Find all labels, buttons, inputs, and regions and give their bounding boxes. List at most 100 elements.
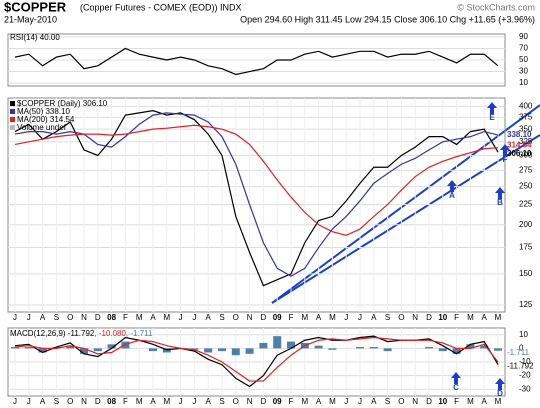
x-tick-label: A xyxy=(40,313,46,322)
histogram-bar xyxy=(24,347,33,349)
arrow xyxy=(447,180,457,192)
legend-entry: , -10.080 xyxy=(94,329,126,338)
y-tick-label: 400 xyxy=(519,101,533,110)
histogram-bar xyxy=(425,347,433,349)
annotation: F xyxy=(503,155,508,164)
x-tick-label: F xyxy=(123,397,128,406)
x-tick-label: J xyxy=(27,313,31,322)
legend-entry: MA(50) 338.10 xyxy=(17,107,70,116)
price-tag: 314.54 xyxy=(507,141,532,150)
histogram-bar xyxy=(38,348,47,353)
x-tick-label: O xyxy=(233,397,239,406)
x-tick-label: M xyxy=(329,313,336,322)
x-tick-label: J xyxy=(192,397,196,406)
quote: Open 294.60 High 311.45 Low 294.15 Close… xyxy=(240,14,535,24)
histogram-bar xyxy=(328,348,337,350)
annotation: D xyxy=(497,389,503,398)
y-tick-label: 125 xyxy=(519,300,533,309)
arrow xyxy=(495,187,505,199)
x-tick-label: F xyxy=(289,313,294,322)
y-tick-label: 10 xyxy=(519,330,528,339)
histogram-bar xyxy=(218,348,226,352)
x-tick-label: N xyxy=(412,397,418,406)
x-tick-label: O xyxy=(233,313,239,322)
x-tick-label: N xyxy=(247,397,253,406)
arrow xyxy=(451,372,461,384)
legend-swatch xyxy=(10,117,15,122)
y-tick-label: 150 xyxy=(519,269,533,278)
x-tick-label: M xyxy=(163,313,170,322)
histogram-bar xyxy=(438,348,447,352)
histogram-bar xyxy=(314,345,323,349)
histogram-bar xyxy=(107,344,116,349)
y-tick-label: 70 xyxy=(519,44,528,53)
date: 21-May-2010 xyxy=(4,14,57,24)
x-tick-label: J xyxy=(344,313,348,322)
x-tick-label: A xyxy=(206,313,212,322)
y-tick-label: 0 xyxy=(519,344,524,353)
x-tick-label: J xyxy=(13,313,17,322)
x-tick-label: J xyxy=(179,313,183,322)
x-tick-label: O xyxy=(67,313,73,322)
x-tick-label: F xyxy=(454,397,459,406)
y-tick-label: 325 xyxy=(519,137,533,146)
histogram-bar xyxy=(273,336,282,349)
x-tick-label: A xyxy=(371,397,377,406)
y-tick-label: 350 xyxy=(519,124,533,133)
x-tick-label: J xyxy=(344,397,348,406)
price-tag: 306.10 xyxy=(507,149,532,158)
x-tick-label: S xyxy=(219,313,224,322)
legend-swatch xyxy=(10,125,15,130)
series-line xyxy=(14,112,499,277)
x-tick-label: A xyxy=(150,397,156,406)
histogram-bar xyxy=(245,348,254,354)
x-tick-label: A xyxy=(40,397,46,406)
histogram-bar xyxy=(356,347,364,349)
histogram-bar xyxy=(466,344,475,349)
y-tick-label: 200 xyxy=(519,220,533,229)
y-tick-label: 30 xyxy=(519,67,528,76)
x-tick-label: A xyxy=(316,397,322,406)
x-tick-label: M xyxy=(136,397,143,406)
annotation: C xyxy=(453,383,459,392)
y-tick-label: -20 xyxy=(519,371,531,380)
y-tick-label: 250 xyxy=(519,182,533,191)
x-tick-label: A xyxy=(206,397,212,406)
y-tick-label: -30 xyxy=(519,384,531,393)
x-tick-label: J xyxy=(13,397,17,406)
histogram-bar xyxy=(93,348,102,352)
x-tick-label: A xyxy=(316,313,322,322)
price-tag: 338.10 xyxy=(507,130,532,139)
arrow xyxy=(487,102,497,114)
x-tick-label: O xyxy=(398,397,404,406)
legend-entry: , -1.711 xyxy=(126,329,153,338)
x-tick-label: D xyxy=(426,313,432,322)
histogram-bar xyxy=(52,347,61,349)
watermark: © StockCharts.com xyxy=(457,2,535,12)
histogram-bar xyxy=(11,347,19,349)
trend-line xyxy=(271,104,540,304)
x-tick-label: M xyxy=(495,313,502,322)
x-tick-label: M xyxy=(467,313,474,322)
histogram-bar xyxy=(480,345,489,349)
arrow xyxy=(500,144,510,156)
description: (Copper Futures - COMEX (EOD)) INDX xyxy=(80,2,242,12)
x-tick-label: J xyxy=(358,313,362,322)
series-line xyxy=(14,47,499,76)
x-tick-label: M xyxy=(329,397,336,406)
x-tick-label: D xyxy=(95,397,101,406)
x-tick-label: 09 xyxy=(273,313,282,322)
histogram-bar xyxy=(190,348,199,350)
histogram-bar xyxy=(259,342,268,349)
x-tick-label: D xyxy=(261,397,267,406)
x-tick-label: D xyxy=(426,397,432,406)
value-tag: -11.792 xyxy=(507,362,534,371)
y-tick-label: 90 xyxy=(519,32,528,41)
legend-entry: MACD(12,26,9) -11.792 xyxy=(10,329,95,338)
x-tick-label: 10 xyxy=(438,397,447,406)
x-tick-label: S xyxy=(54,397,59,406)
x-tick-label: M xyxy=(467,397,474,406)
y-tick-label: 275 xyxy=(519,165,533,174)
annotation: A xyxy=(449,191,455,200)
x-tick-label: N xyxy=(247,313,253,322)
